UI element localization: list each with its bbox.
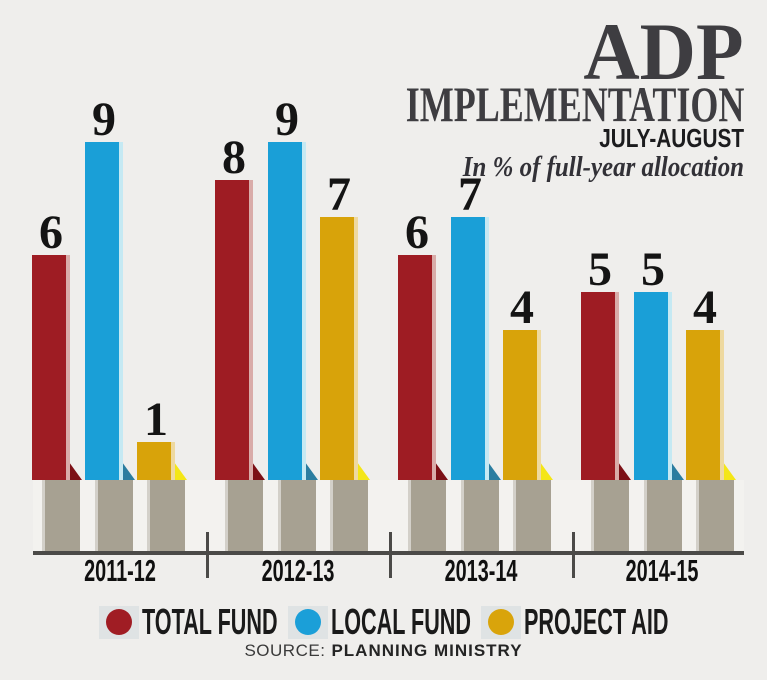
value-label-local-fund-2012-13: 9 [275, 93, 299, 146]
value-label-project-aid-2012-13: 7 [327, 168, 351, 221]
value-label-local-fund-2011-12: 9 [92, 93, 116, 146]
legend-item-local-fund: LOCAL FUND [287, 601, 471, 643]
pedestal-local-fund-2011-12 [95, 480, 133, 553]
bar-fold-total-fund-2012-13 [252, 462, 265, 480]
pedestal-local-fund-2013-14 [461, 480, 499, 553]
category-label-2011-12: 2011-12 [84, 553, 156, 588]
source-value: PLANNING MINISTRY [331, 641, 523, 660]
bar-local-fund-2011-12 [85, 142, 123, 480]
pedestal-total-fund-2013-14 [408, 480, 446, 553]
title-block: ADP IMPLEMENTATION JULY-AUGUST In % of f… [274, 6, 744, 183]
axis-tick-1 [206, 532, 209, 578]
value-label-total-fund-2012-13: 8 [222, 131, 246, 184]
bar-fold-local-fund-2011-12 [122, 462, 135, 480]
legend-label-project-aid: PROJECT AID [523, 601, 669, 642]
legend-swatch-local-fund [287, 605, 328, 639]
pedestal-local-fund-2012-13 [278, 480, 316, 553]
bar-fold-project-aid-2012-13 [357, 462, 370, 480]
pedestal-total-fund-2014-15 [591, 480, 629, 553]
bar-total-fund-2011-12 [32, 255, 70, 480]
legend: TOTAL FUND LOCAL FUND PROJECT AID [0, 601, 767, 643]
legend-dot-local-fund-icon [294, 609, 321, 635]
bar-fold-project-aid-2013-14 [540, 462, 553, 480]
value-label-project-aid-2013-14: 4 [510, 281, 534, 334]
value-label-local-fund-2014-15: 5 [641, 243, 665, 296]
subtitle-implementation: IMPLEMENTATION [405, 76, 744, 132]
bar-fold-total-fund-2014-15 [618, 462, 631, 480]
legend-swatch-total-fund [98, 605, 139, 639]
main-title: ADP [583, 6, 744, 97]
category-label-2012-13: 2012-13 [261, 553, 335, 588]
bar-total-fund-2013-14 [398, 255, 436, 480]
legend-dot-total-fund-icon [105, 609, 132, 635]
bar-project-aid-2012-13 [320, 217, 358, 480]
bar-fold-local-fund-2014-15 [671, 462, 684, 480]
bar-fold-local-fund-2012-13 [305, 462, 318, 480]
bar-local-fund-2012-13 [268, 142, 306, 480]
pedestal-project-aid-2011-12 [147, 480, 185, 553]
category-label-2014-15: 2014-15 [625, 553, 699, 588]
unit-note: In % of full-year allocation [462, 151, 744, 183]
pedestal-project-aid-2012-13 [330, 480, 368, 553]
pedestal-local-fund-2014-15 [644, 480, 682, 553]
bar-fold-local-fund-2013-14 [488, 462, 501, 480]
pedestal-project-aid-2013-14 [513, 480, 551, 553]
category-label-2013-14: 2013-14 [444, 553, 518, 588]
legend-swatch-project-aid [480, 605, 521, 639]
bar-project-aid-2011-12 [137, 442, 175, 480]
pedestal-total-fund-2012-13 [225, 480, 263, 553]
axis-tick-2 [389, 532, 392, 578]
value-label-project-aid-2014-15: 4 [693, 281, 717, 334]
bar-fold-project-aid-2011-12 [174, 462, 187, 480]
legend-item-project-aid: PROJECT AID [480, 601, 669, 643]
source-line: SOURCE: PLANNING MINISTRY [0, 641, 767, 661]
bar-fold-total-fund-2013-14 [435, 462, 448, 480]
source-label: SOURCE: [244, 641, 326, 660]
bar-local-fund-2013-14 [451, 217, 489, 480]
bar-project-aid-2013-14 [503, 330, 541, 480]
bar-local-fund-2014-15 [634, 292, 672, 480]
legend-label-local-fund: LOCAL FUND [330, 601, 471, 642]
pedestal-project-aid-2014-15 [696, 480, 734, 553]
bar-fold-project-aid-2014-15 [723, 462, 736, 480]
axis-line [33, 551, 744, 555]
value-label-total-fund-2011-12: 6 [39, 206, 63, 259]
pedestal-total-fund-2011-12 [42, 480, 80, 553]
legend-label-total-fund: TOTAL FUND [141, 601, 278, 642]
value-label-total-fund-2013-14: 6 [405, 206, 429, 259]
legend-item-total-fund: TOTAL FUND [98, 601, 278, 643]
period-label: JULY-AUGUST [599, 123, 744, 153]
value-label-local-fund-2013-14: 7 [458, 168, 482, 221]
axis-tick-3 [572, 532, 575, 578]
bar-project-aid-2014-15 [686, 330, 724, 480]
bar-fold-total-fund-2011-12 [69, 462, 82, 480]
legend-dot-project-aid-icon [487, 609, 514, 635]
value-label-project-aid-2011-12: 1 [144, 393, 168, 446]
bar-total-fund-2012-13 [215, 180, 253, 480]
bar-total-fund-2014-15 [581, 292, 619, 480]
value-label-total-fund-2014-15: 5 [588, 243, 612, 296]
